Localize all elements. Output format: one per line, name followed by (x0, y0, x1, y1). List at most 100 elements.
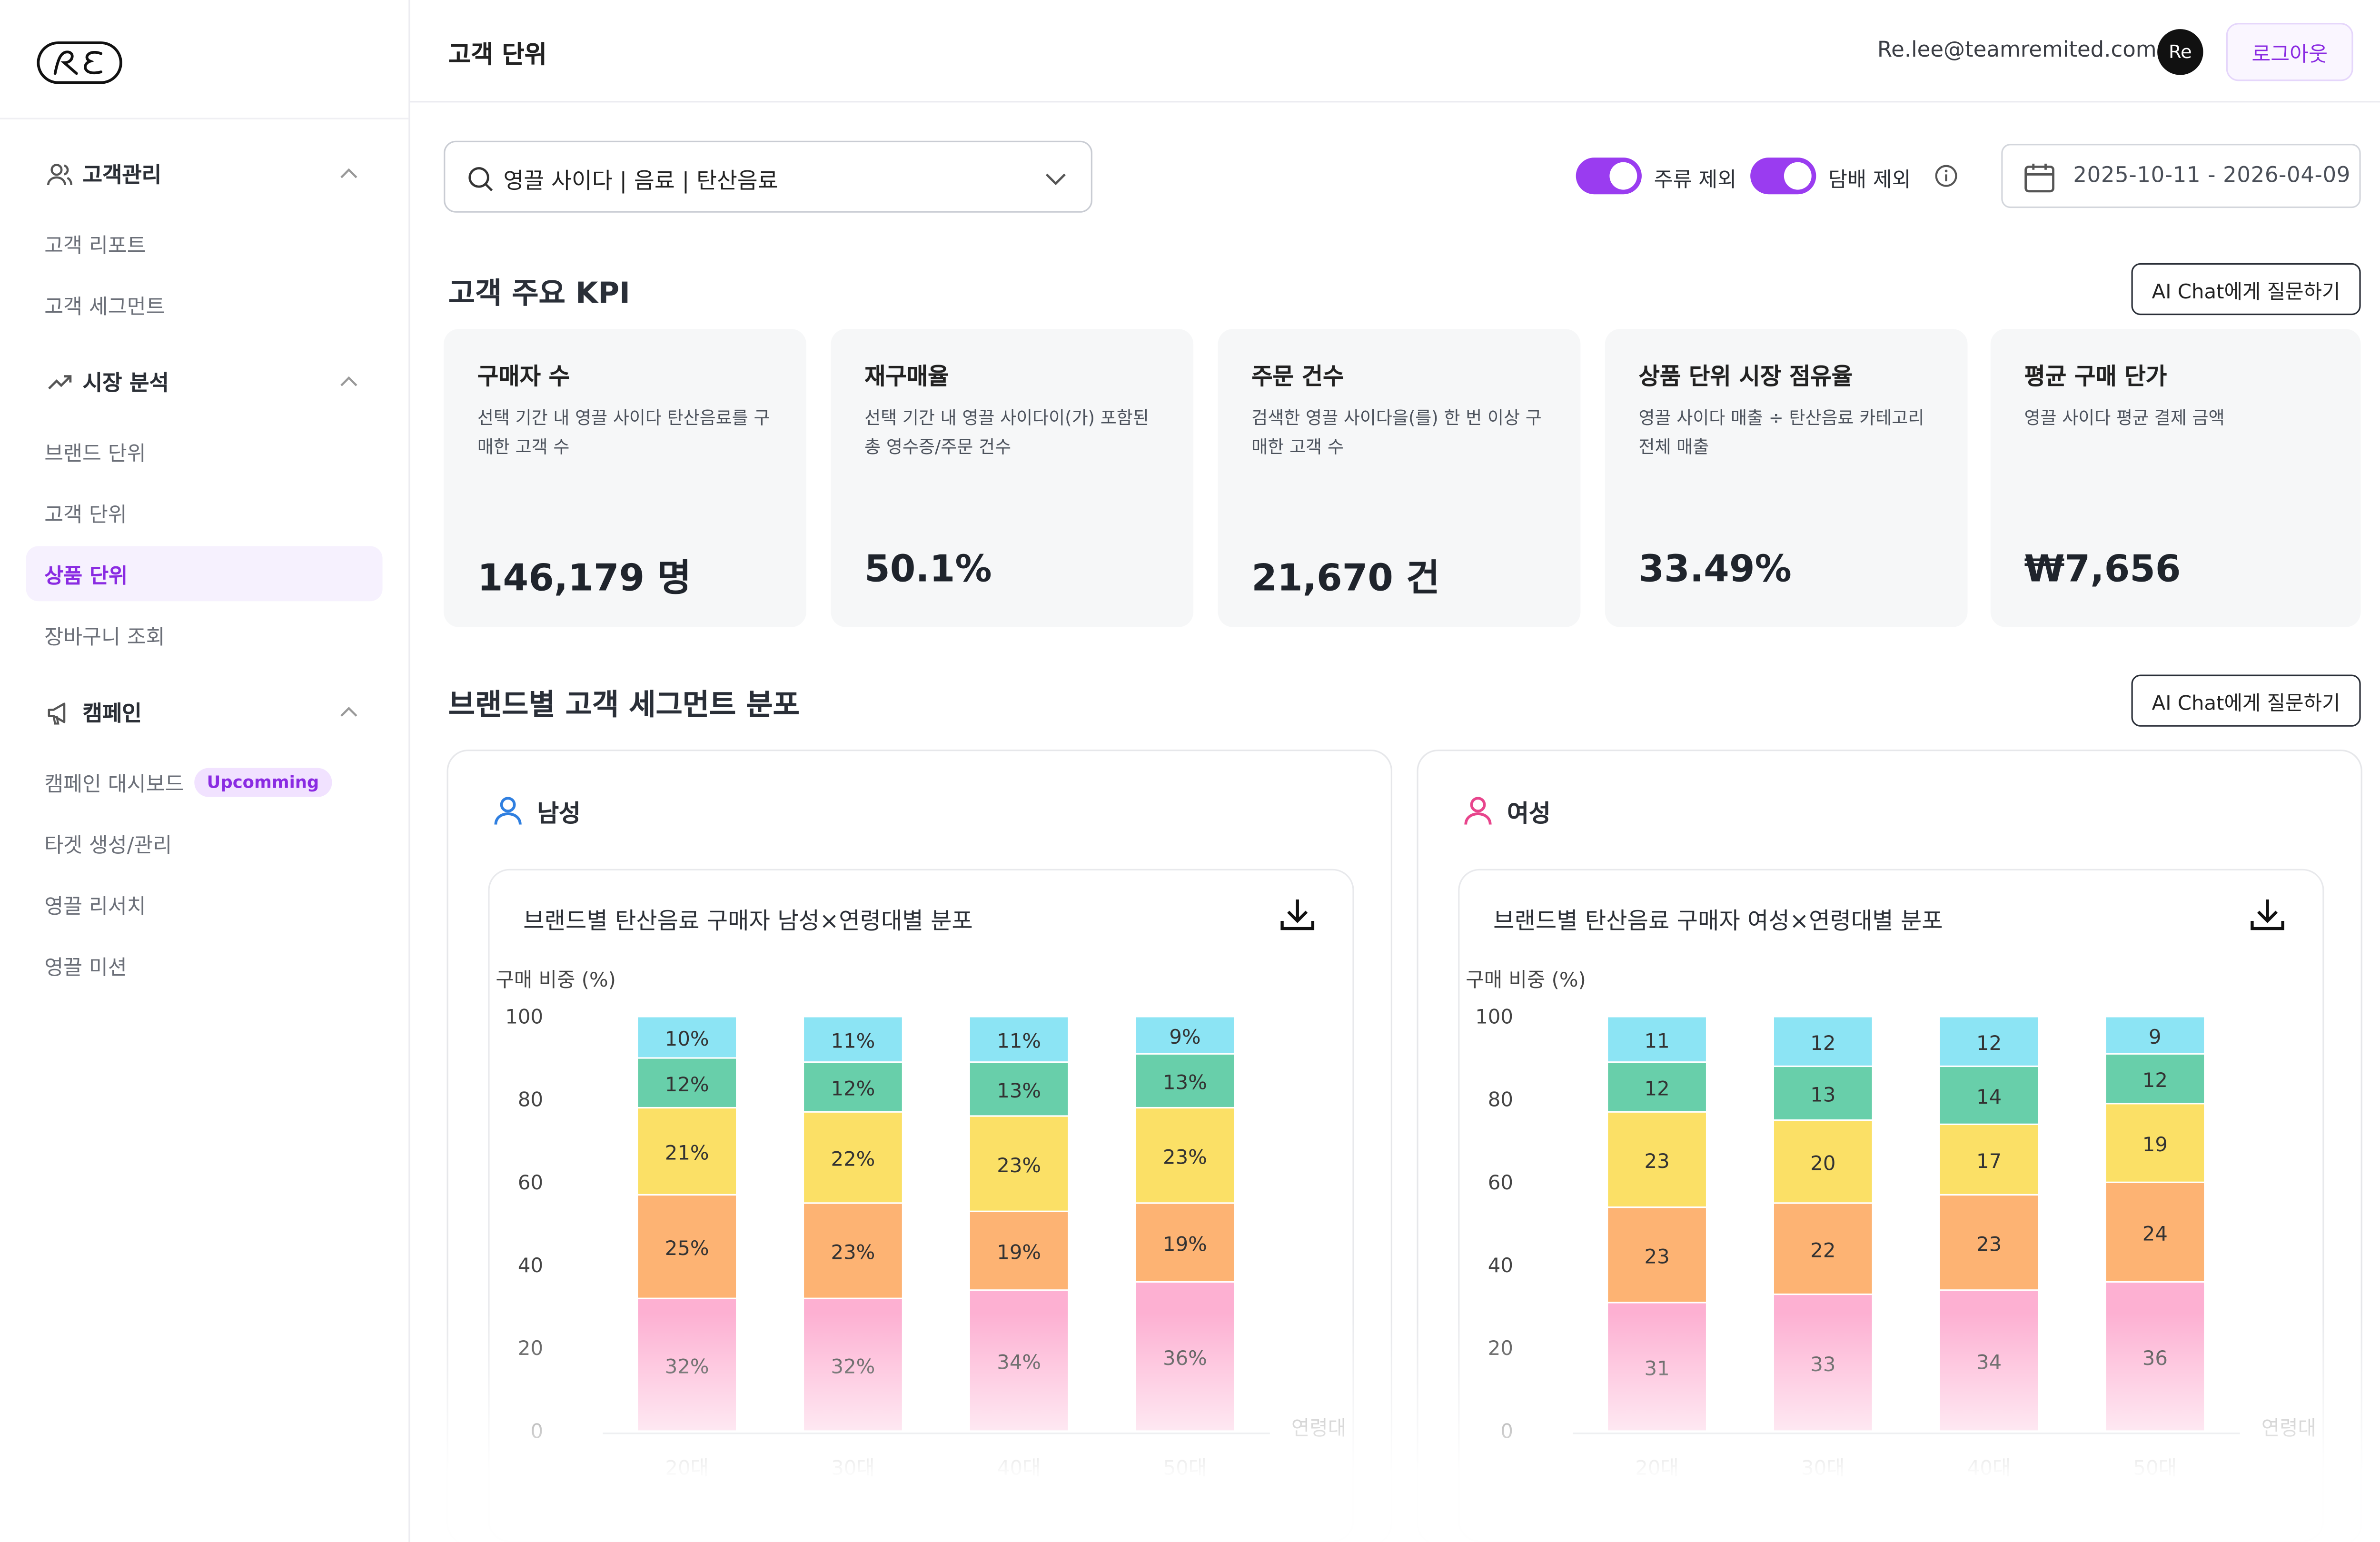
megaphone-icon (48, 702, 66, 725)
download-icon[interactable] (2248, 895, 2288, 935)
y-tick-label: 60 (1488, 1171, 1513, 1194)
bar-segment (1940, 1196, 2038, 1290)
kpi-title: 구매자 수 (477, 362, 570, 390)
y-tick-label: 20 (1488, 1336, 1513, 1360)
y-tick-label: 0 (1500, 1419, 1513, 1443)
toggle-knob (1609, 162, 1637, 190)
bar-segment (1940, 1125, 2038, 1194)
data-label: 12 (1644, 1077, 1669, 1100)
segment-section-title: 브랜드별 고객 세그먼트 분포 (448, 688, 800, 722)
ai-chat-button-segment[interactable]: AI Chat에게 질문하기 (2131, 674, 2361, 727)
x-tick-label: 20대 (1635, 1456, 1679, 1480)
x-tick-label: 50대 (1163, 1456, 1207, 1480)
bar-segment (1608, 1208, 1706, 1302)
bar-segment (970, 1212, 1068, 1290)
exclude-alcohol-label: 주류 제외 (1654, 168, 1737, 193)
data-label: 12 (2142, 1068, 2168, 1092)
y-tick-label: 100 (1475, 1005, 1513, 1028)
bar-segment (1136, 1017, 1234, 1053)
sidebar-item-mission[interactable]: 영끌 미션 (44, 956, 127, 981)
sidebar-divider (0, 118, 409, 119)
brand-logo[interactable] (37, 40, 122, 86)
product-search-select[interactable]: 영끌 사이다 | 음료 | 탄산음료 (444, 140, 1092, 213)
toggle-knob (1784, 162, 1812, 190)
data-label: 17 (1976, 1149, 2002, 1173)
data-label: 12 (1810, 1031, 1835, 1055)
bar-segment (970, 1017, 1068, 1062)
download-icon[interactable] (1278, 895, 1318, 935)
data-label: 34 (1976, 1351, 2002, 1374)
search-icon (468, 167, 493, 191)
kpi-section-title: 고객 주요 KPI (448, 277, 630, 311)
sidebar-item-campaign-dashboard[interactable]: 캠페인 대시보드 Upcomming (26, 754, 383, 810)
data-label: 12% (831, 1077, 875, 1100)
data-label: 36 (2142, 1346, 2168, 1370)
data-label: 13% (997, 1079, 1041, 1102)
sidebar-item-research[interactable]: 영끌 리서치 (44, 895, 146, 919)
data-label: 23 (1644, 1245, 1669, 1268)
kpi-card-orders: 주문 건수 검색한 영끌 사이다을(를) 한 번 이상 구매한 고객 수 21,… (1218, 329, 1581, 627)
person-icon (1464, 797, 1492, 825)
sidebar-group-market[interactable]: 시장 분석 (46, 364, 357, 401)
kpi-value: 50.1% (864, 547, 992, 591)
sidebar-item-brand[interactable]: 브랜드 단위 (44, 442, 146, 467)
trending-up-icon (48, 375, 72, 390)
data-label: 23% (831, 1241, 875, 1264)
sidebar-group-customer[interactable]: 고객관리 (46, 156, 357, 193)
bar-segment (1774, 1121, 1872, 1203)
person-icon (494, 797, 522, 825)
chart-card-female: 브랜드별 탄산음료 구매자 여성×연령대별 분포 구매 비중 (%) 0 20 40 6… (1458, 869, 2324, 1542)
chevron-up-icon[interactable] (337, 162, 361, 187)
sidebar-group-label: 시장 분석 (82, 372, 169, 396)
sidebar-item-customer-segment[interactable]: 고객 세그먼트 (44, 295, 165, 320)
y-tick-label: 60 (518, 1171, 543, 1194)
chart-card-male: 브랜드별 탄산음료 구매자 남성×연령대별 분포 구매 비중 (%) 0 20 40 6… (488, 869, 1354, 1542)
sidebar-group-campaign[interactable]: 캠페인 (46, 694, 357, 731)
kpi-description: 영끌 사이다 매출 ÷ 탄산음료 카테고리 전체 매출 (1638, 407, 1924, 458)
y-axis-label: 구매 비중 (%) (496, 968, 616, 991)
data-label: 33 (1810, 1353, 1835, 1376)
data-label: 34% (997, 1351, 1041, 1374)
data-label: 20 (1810, 1151, 1835, 1175)
data-label: 32% (665, 1354, 709, 1378)
data-label: 23 (1976, 1232, 2002, 1255)
chevron-up-icon[interactable] (337, 370, 361, 395)
kpi-value: ₩7,656 (2024, 547, 2181, 591)
user-email: Re.lee@teamremited.com (1877, 38, 2157, 63)
bar-segment (1940, 1017, 2038, 1066)
kpi-description: 검색한 영끌 사이다을(를) 한 번 이상 구매한 고객 수 (1251, 407, 1542, 458)
x-tick-label: 20대 (665, 1456, 709, 1480)
sidebar-item-basket[interactable]: 장바구니 조회 (44, 625, 165, 651)
logout-button[interactable]: 로그아웃 (2226, 23, 2353, 81)
sidebar-item-customer-unit[interactable]: 고객 단위 (44, 503, 127, 528)
bar-segment (804, 1017, 902, 1062)
bar-segment (2106, 1183, 2204, 1281)
exclude-alcohol-toggle[interactable] (1576, 158, 1642, 195)
exclude-tobacco-toggle[interactable] (1750, 158, 1816, 195)
bar-segment (2106, 1054, 2204, 1103)
kpi-title: 재구매율 (864, 362, 949, 390)
sidebar-item-label: 캠페인 대시보드 (44, 772, 184, 797)
kpi-card-market-share: 상품 단위 시장 점유율 영끌 사이다 매출 ÷ 탄산음료 카테고리 전체 매출… (1605, 329, 1968, 627)
sidebar-item-target[interactable]: 타겟 생성/관리 (44, 833, 172, 859)
sidebar-item-product-unit[interactable]: 상품 단위 (26, 546, 383, 602)
date-range-picker[interactable]: 2025-10-11 - 2026-04-09 (2001, 144, 2361, 208)
chart-title: 브랜드별 탄산음료 구매자 여성×연령대별 분포 (1493, 907, 1943, 935)
x-tick-label: 30대 (831, 1456, 875, 1480)
sidebar-item-customer-report[interactable]: 고객 리포트 (44, 234, 146, 259)
avatar[interactable]: Re (2157, 29, 2203, 75)
x-axis-label: 연령대 (2261, 1416, 2316, 1440)
sidebar: 고객관리 고객 리포트 고객 세그먼트 시장 분석 브랜드 단위 고객 단위 상… (0, 0, 410, 1542)
kpi-value: 21,670 건 (1251, 557, 1440, 600)
y-tick-label: 0 (530, 1419, 543, 1443)
chevron-up-icon[interactable] (337, 701, 361, 725)
data-label: 10% (665, 1027, 709, 1050)
ai-chat-button-kpi[interactable]: AI Chat에게 질문하기 (2131, 263, 2361, 316)
y-tick-label: 40 (518, 1254, 543, 1277)
info-icon[interactable] (1934, 164, 1958, 188)
chart-title: 브랜드별 탄산음료 구매자 남성×연령대별 분포 (523, 907, 973, 935)
exclude-tobacco-label: 담배 제외 (1828, 168, 1911, 193)
bar-segment (1940, 1067, 2038, 1124)
kpi-title: 주문 건수 (1251, 362, 1344, 390)
data-label: 31 (1644, 1357, 1669, 1380)
